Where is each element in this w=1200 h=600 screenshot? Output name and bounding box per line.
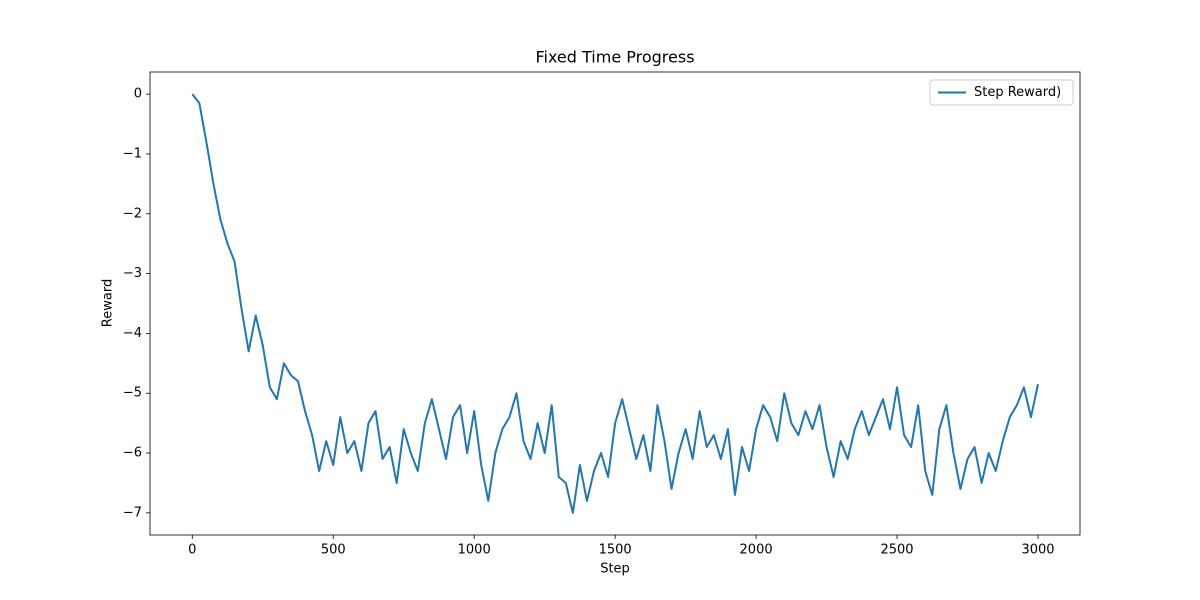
y-tick-label: −1 (123, 146, 142, 161)
x-tick-label: 0 (188, 543, 196, 558)
x-tick-label: 2000 (740, 543, 773, 558)
y-tick-label: −7 (123, 505, 142, 520)
y-tick-label: 0 (134, 87, 142, 102)
x-tick-label: 1000 (458, 543, 491, 558)
plot-frame (149, 71, 1081, 536)
y-tick-label: −5 (123, 386, 142, 401)
x-axis-label: Step (600, 562, 630, 577)
y-tick-label: −3 (123, 266, 142, 281)
legend-box (929, 79, 1074, 106)
x-tick-label: 500 (321, 543, 346, 558)
line-series (191, 93, 1039, 514)
legend-label: Step Reward) (974, 85, 1061, 100)
y-tick-label: −4 (123, 326, 142, 341)
chart-title: Fixed Time Progress (535, 48, 694, 67)
x-tick-label: 3000 (1021, 543, 1054, 558)
x-tick-label: 2500 (880, 543, 913, 558)
y-tick-label: −6 (123, 446, 142, 461)
x-tick-label: 1500 (599, 543, 632, 558)
y-tick-label: −2 (123, 206, 142, 221)
y-axis-label: Reward (101, 279, 116, 327)
